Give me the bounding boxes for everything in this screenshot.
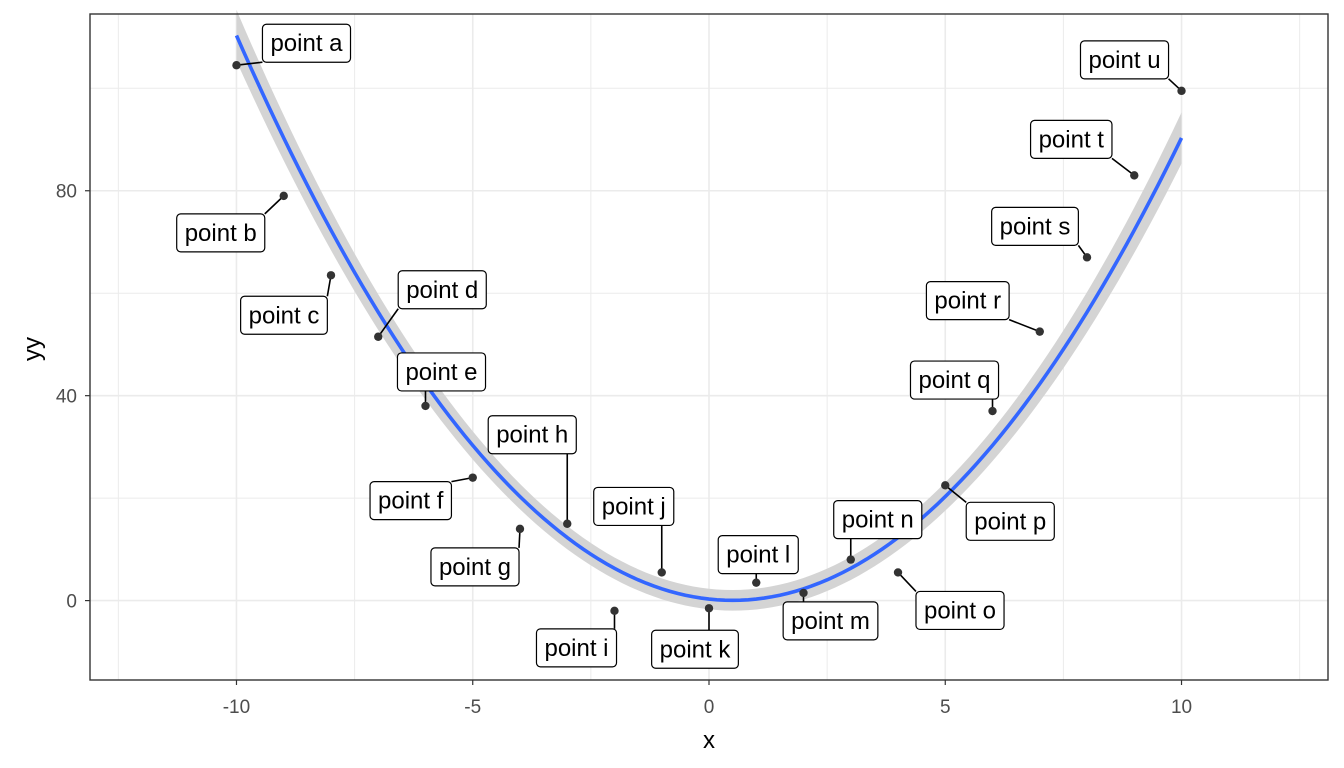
point-label-box-h	[487, 415, 577, 455]
point-label-box-d	[397, 270, 487, 310]
point-label-j: point j	[602, 493, 666, 520]
data-point-c	[326, 271, 336, 280]
y-tick-label: 80	[56, 182, 77, 203]
point-label-f: point f	[378, 488, 444, 515]
leader-line-t	[1111, 157, 1135, 177]
smooth-line	[234, 34, 1184, 603]
point-label-box-r	[925, 281, 1010, 321]
point-label-o: point o	[924, 597, 996, 624]
data-point-n	[846, 555, 855, 564]
data-point-u	[1177, 86, 1186, 96]
point-label-box-s	[991, 206, 1079, 246]
point-label-c: point c	[249, 302, 320, 329]
point-label-p: point p	[974, 508, 1046, 535]
leader-line-o	[897, 571, 917, 592]
smooth-line-layer	[234, 34, 1184, 603]
x-tick-label: 0	[704, 697, 715, 718]
point-label-box-p	[965, 501, 1055, 541]
point-label-box-a	[261, 23, 352, 63]
data-point-k	[704, 604, 714, 613]
data-point-r	[1035, 327, 1044, 336]
data-point-l	[752, 578, 761, 587]
point-label-box-n	[833, 500, 923, 540]
point-label-a: point a	[270, 30, 343, 57]
data-point-b	[279, 191, 288, 201]
point-label-box-l	[717, 535, 799, 575]
point-label-r: point r	[934, 288, 1001, 315]
x-tick-label: -5	[464, 697, 481, 718]
data-point-o	[893, 568, 903, 577]
point-label-box-m	[782, 601, 879, 641]
data-point-h	[563, 519, 572, 528]
point-label-d: point d	[406, 277, 478, 304]
x-tick-label: -10	[223, 697, 250, 718]
point-label-box-g	[430, 547, 520, 587]
data-point-m	[799, 588, 808, 598]
point-label-box-k	[651, 629, 739, 669]
data-point-p	[941, 481, 950, 490]
label-leader-lines	[236, 61, 1183, 631]
point-label-l: point l	[726, 542, 790, 569]
data-point-q	[988, 406, 997, 416]
data-point-e	[421, 401, 430, 411]
data-point-a	[232, 61, 241, 70]
point-label-i: point i	[544, 635, 608, 662]
x-axis-title: x	[703, 727, 715, 754]
point-label-n: point n	[842, 507, 914, 534]
y-tick-label: 0	[66, 592, 77, 613]
y-axis-title: yy	[19, 337, 46, 361]
point-labels: point a point b point c point d point e point…	[176, 23, 1170, 669]
point-label-t: point t	[1039, 126, 1105, 153]
point-label-k: point k	[660, 636, 732, 663]
data-point-d	[374, 332, 383, 341]
x-tick-label: 5	[940, 697, 951, 718]
data-points	[232, 61, 1186, 616]
data-point-i	[610, 606, 619, 616]
point-label-box-t	[1029, 119, 1113, 159]
leader-line-p	[944, 484, 967, 503]
point-label-box-i	[535, 628, 618, 668]
point-label-g: point g	[439, 554, 511, 581]
data-point-g	[515, 524, 525, 534]
point-label-box-e	[396, 352, 487, 392]
point-label-box-c	[240, 295, 328, 335]
leader-line-d	[377, 308, 399, 338]
x-tick-label: 10	[1171, 697, 1192, 718]
point-label-box-q	[909, 360, 1000, 400]
data-point-f	[468, 473, 477, 482]
point-label-e: point e	[405, 359, 477, 386]
data-point-s	[1082, 253, 1092, 262]
point-label-u: point u	[1088, 47, 1160, 74]
data-point-t	[1130, 171, 1139, 180]
leader-line-a	[236, 61, 263, 67]
point-label-box-j	[593, 486, 675, 527]
y-tick-label: 40	[56, 387, 77, 408]
point-label-box-f	[369, 481, 453, 521]
data-point-j	[657, 568, 666, 577]
point-label-box-b	[176, 213, 266, 253]
point-label-m: point m	[791, 608, 870, 635]
leader-line-r	[1008, 318, 1041, 333]
point-label-box-u	[1079, 40, 1170, 80]
leader-line-b	[264, 195, 285, 215]
point-label-s: point s	[1000, 213, 1071, 240]
axes: -10 -5 0 5 10 0 40 80	[56, 182, 1192, 718]
point-label-b: point b	[185, 220, 257, 247]
point-label-h: point h	[496, 422, 568, 449]
point-label-q: point q	[918, 367, 990, 394]
point-label-box-o	[915, 590, 1005, 631]
